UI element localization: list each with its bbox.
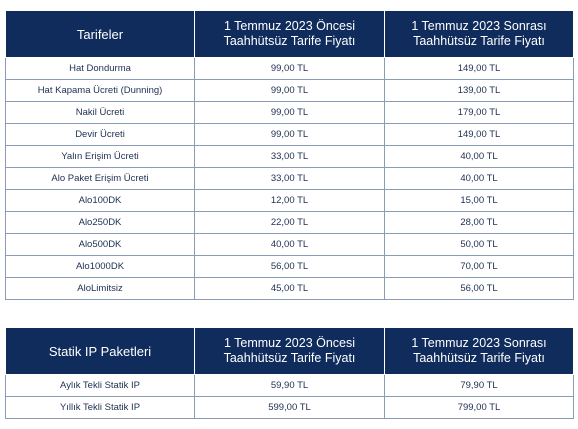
price-after-cell: 149,00 TL <box>384 57 574 80</box>
header-line-1: 1 Temmuz 2023 Sonrası <box>411 336 547 350</box>
table-row: Alo500DK 40,00 TL 50,00 TL <box>5 233 574 256</box>
price-before-cell: 33,00 TL <box>194 167 385 190</box>
table-row: AloLimitsiz 45,00 TL 56,00 TL <box>5 277 574 300</box>
table-row: Alo1000DK 56,00 TL 70,00 TL <box>5 255 574 278</box>
table-row: Nakil Ücreti 99,00 TL 179,00 TL <box>5 101 574 124</box>
tariff-name-cell: Hat Kapama Ücreti (Dunning) <box>5 79 195 102</box>
price-after-cell: 50,00 TL <box>384 233 574 256</box>
tariff-name-cell: AloLimitsiz <box>5 277 195 300</box>
tariff-table-header-row: Tarifeler 1 Temmuz 2023 Öncesi Taahhütsü… <box>5 10 574 58</box>
price-after-cell: 79,90 TL <box>384 374 574 397</box>
price-after-cell: 28,00 TL <box>384 211 574 234</box>
tariff-table: Tarifeler 1 Temmuz 2023 Öncesi Taahhütsü… <box>5 10 574 300</box>
price-after-cell: 15,00 TL <box>384 189 574 212</box>
price-before-cell: 99,00 TL <box>194 123 385 146</box>
price-before-cell: 56,00 TL <box>194 255 385 278</box>
price-after-cell: 799,00 TL <box>384 396 574 419</box>
tariff-name-cell: Alo Paket Erişim Ücreti <box>5 167 195 190</box>
tariff-header-before: 1 Temmuz 2023 Öncesi Taahhütsüz Tarife F… <box>194 10 385 58</box>
header-line-1: 1 Temmuz 2023 Sonrası <box>411 19 547 33</box>
price-before-cell: 99,00 TL <box>194 79 385 102</box>
price-before-cell: 40,00 TL <box>194 233 385 256</box>
table-row: Hat Dondurma 99,00 TL 149,00 TL <box>5 57 574 80</box>
price-after-cell: 139,00 TL <box>384 79 574 102</box>
table-row: Alo Paket Erişim Ücreti 33,00 TL 40,00 T… <box>5 167 574 190</box>
table-row: Aylık Tekli Statik IP 59,90 TL 79,90 TL <box>5 374 574 397</box>
tariff-name-cell: Alo100DK <box>5 189 195 212</box>
header-line-2: Taahhütsüz Tarife Fiyatı <box>223 351 356 365</box>
header-label: Tarifeler <box>76 26 124 42</box>
tariff-name-cell: Alo250DK <box>5 211 195 234</box>
price-before-cell: 99,00 TL <box>194 57 385 80</box>
header-line-2: Taahhütsüz Tarife Fiyatı <box>413 34 545 48</box>
price-before-cell: 99,00 TL <box>194 101 385 124</box>
static-ip-header-after: 1 Temmuz 2023 Sonrası Taahhütsüz Tarife … <box>384 327 574 375</box>
price-after-cell: 70,00 TL <box>384 255 574 278</box>
header-label: Statik IP Paketleri <box>48 343 152 359</box>
table-row: Alo100DK 12,00 TL 15,00 TL <box>5 189 574 212</box>
table-row: Alo250DK 22,00 TL 28,00 TL <box>5 211 574 234</box>
header-line-1: 1 Temmuz 2023 Öncesi <box>223 336 356 350</box>
static-ip-table-header-row: Statik IP Paketleri 1 Temmuz 2023 Öncesi… <box>5 327 574 375</box>
table-row: Yıllık Tekli Statik IP 599,00 TL 799,00 … <box>5 396 574 419</box>
price-after-cell: 149,00 TL <box>384 123 574 146</box>
header-line-2: Taahhütsüz Tarife Fiyatı <box>223 34 356 48</box>
tariff-name-cell: Alo1000DK <box>5 255 195 278</box>
static-ip-header-before: 1 Temmuz 2023 Öncesi Taahhütsüz Tarife F… <box>194 327 385 375</box>
price-before-cell: 22,00 TL <box>194 211 385 234</box>
tariff-name-cell: Nakil Ücreti <box>5 101 195 124</box>
price-before-cell: 59,90 TL <box>194 374 385 397</box>
tariff-name-cell: Devir Ücreti <box>5 123 195 146</box>
price-after-cell: 179,00 TL <box>384 101 574 124</box>
header-line-1: 1 Temmuz 2023 Öncesi <box>223 19 356 33</box>
tariff-header-tarifeler: Tarifeler <box>5 10 195 58</box>
price-before-cell: 599,00 TL <box>194 396 385 419</box>
table-row: Yalın Erişim Ücreti 33,00 TL 40,00 TL <box>5 145 574 168</box>
price-before-cell: 12,00 TL <box>194 189 385 212</box>
static-ip-table: Statik IP Paketleri 1 Temmuz 2023 Öncesi… <box>5 327 574 419</box>
table-row: Devir Ücreti 99,00 TL 149,00 TL <box>5 123 574 146</box>
price-before-cell: 45,00 TL <box>194 277 385 300</box>
header-line-2: Taahhütsüz Tarife Fiyatı <box>413 351 545 365</box>
price-after-cell: 56,00 TL <box>384 277 574 300</box>
package-name-cell: Aylık Tekli Statik IP <box>5 374 195 397</box>
static-ip-header-packages: Statik IP Paketleri <box>5 327 195 375</box>
price-after-cell: 40,00 TL <box>384 167 574 190</box>
table-row: Hat Kapama Ücreti (Dunning) 99,00 TL 139… <box>5 79 574 102</box>
tariff-name-cell: Yalın Erişim Ücreti <box>5 145 195 168</box>
tariff-header-after: 1 Temmuz 2023 Sonrası Taahhütsüz Tarife … <box>384 10 574 58</box>
price-after-cell: 40,00 TL <box>384 145 574 168</box>
tariff-name-cell: Alo500DK <box>5 233 195 256</box>
price-before-cell: 33,00 TL <box>194 145 385 168</box>
package-name-cell: Yıllık Tekli Statik IP <box>5 396 195 419</box>
tariff-name-cell: Hat Dondurma <box>5 57 195 80</box>
